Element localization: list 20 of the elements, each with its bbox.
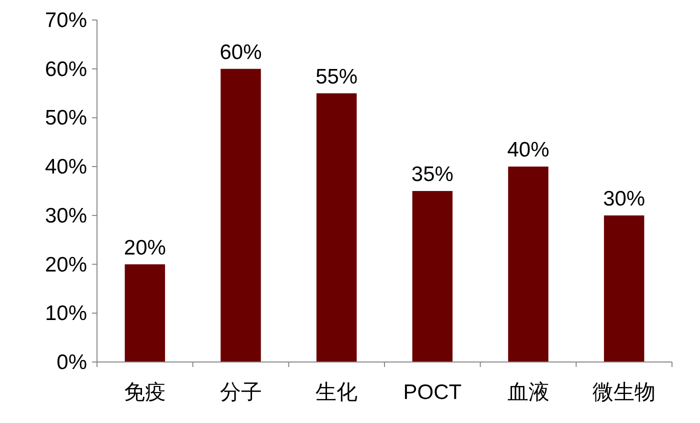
- data-label: 40%: [507, 138, 550, 162]
- data-label: 60%: [220, 40, 262, 64]
- data-label: 55%: [316, 65, 358, 88]
- data-label: 20%: [124, 236, 166, 260]
- y-tick-label: 50%: [44, 106, 87, 130]
- x-tick-label: 血液: [507, 381, 550, 404]
- y-tick-label: 10%: [44, 302, 87, 326]
- x-tick-label: 生化: [316, 381, 358, 404]
- y-tick-label: 20%: [44, 253, 87, 276]
- data-label: 35%: [411, 163, 454, 186]
- x-tick-label: 微生物: [592, 381, 656, 404]
- y-tick-label: 0%: [56, 351, 87, 374]
- y-tick-label: 70%: [44, 9, 87, 32]
- y-tick-label: 40%: [44, 156, 87, 179]
- x-tick-label: POCT: [403, 381, 462, 404]
- data-label: 30%: [603, 187, 646, 210]
- x-tick-label: 免疫: [124, 381, 166, 404]
- x-tick-label: 分子: [220, 381, 262, 404]
- y-tick-label: 60%: [44, 58, 87, 81]
- y-tick-label: 30%: [44, 204, 87, 228]
